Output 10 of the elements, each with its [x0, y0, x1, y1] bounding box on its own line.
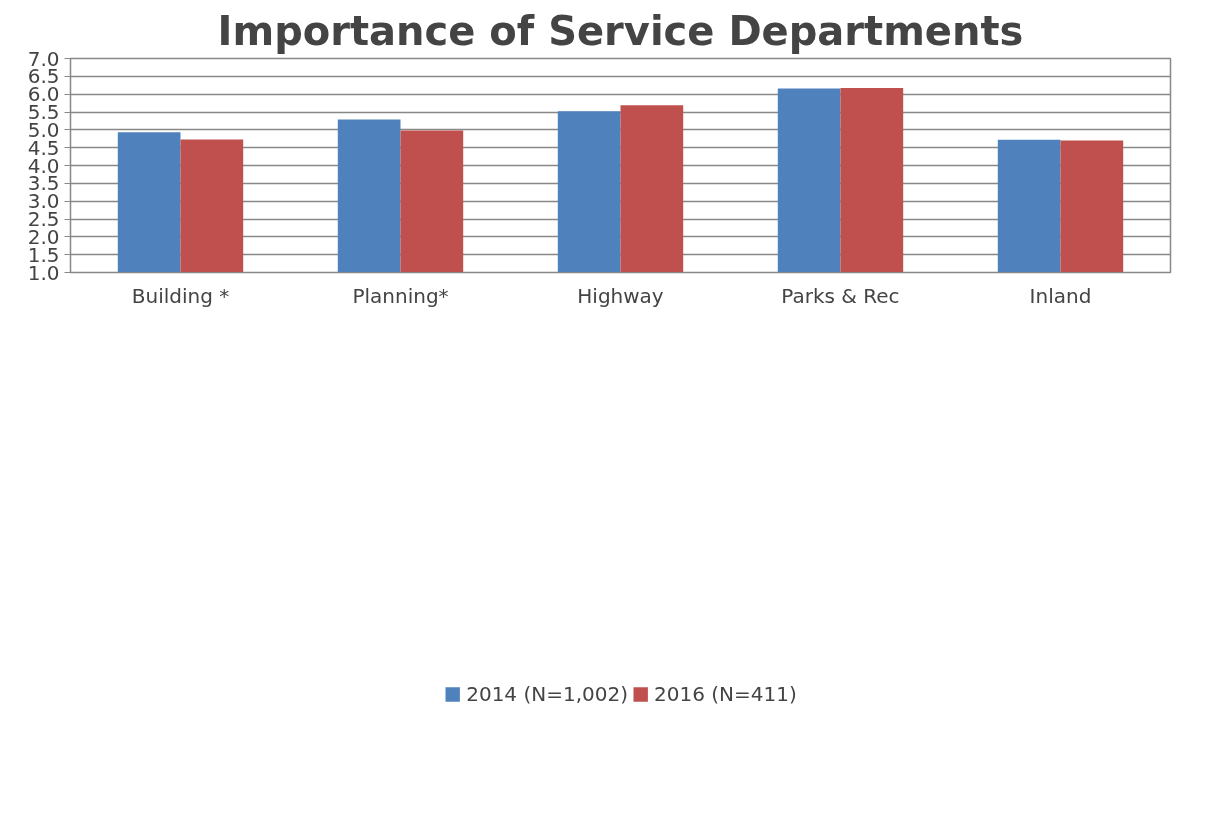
x-tick-label: Highway: [577, 283, 664, 308]
x-tick-label: Planning*: [352, 283, 449, 308]
legend-label: 2016 (N=411): [654, 682, 797, 706]
y-tick-label: 5.5: [27, 100, 60, 124]
x-tick-label: Building *: [131, 283, 230, 308]
y-tick-label: 2.5: [27, 207, 60, 231]
x-tick-label: Parks & Rec: [781, 283, 900, 308]
legend-label: 2014 (N=1,002): [466, 682, 629, 706]
x-tick-label: Inland: [1029, 283, 1092, 308]
chart-title: Importance of Service Departments: [217, 7, 1024, 54]
